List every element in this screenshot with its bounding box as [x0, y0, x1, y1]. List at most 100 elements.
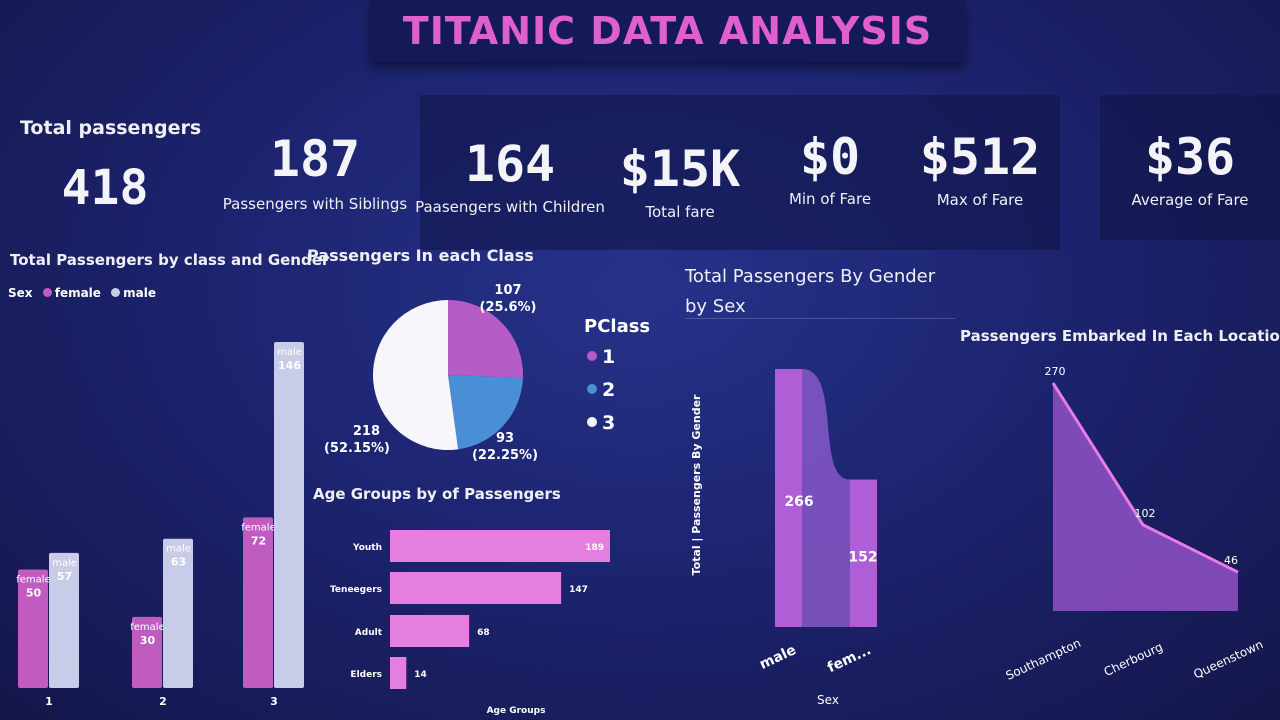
pie-legend-dot-class-1 — [587, 351, 597, 361]
kpi-total-passengers-value: 418 — [61, 160, 149, 216]
kpi-siblings-value: 187 — [269, 130, 361, 188]
gender-x-tick-female: fem... — [825, 642, 874, 676]
age-category-label-adult: Adult — [355, 628, 383, 638]
pie-slice-class-3 — [373, 300, 459, 450]
bar-label-male-class-3: male — [277, 347, 302, 358]
pie-percent-label-class-2: (22.25%) — [472, 448, 538, 463]
kpi-total-passengers-label: Total passengers — [20, 117, 202, 139]
bar-value-female-class-3: 72 — [251, 534, 266, 547]
legend-female-dot — [42, 288, 52, 297]
gender-title-divider — [685, 318, 955, 319]
bar-label-male-class-2: male — [166, 544, 191, 555]
kpi-min-fare-value: $0 — [799, 128, 861, 186]
age-bar-elders — [390, 657, 407, 689]
age-value-label-adult: 68 — [477, 628, 490, 638]
pie-value-label-class-1: 107 — [494, 283, 521, 298]
age-bar-adult — [390, 615, 470, 647]
age-value-label-youth: 189 — [585, 543, 604, 553]
age-bar-teneegers — [390, 572, 562, 604]
bar-female-class-3 — [243, 517, 273, 688]
bar-value-male-class-2: 63 — [171, 556, 186, 569]
kpi-avg-fare-value: $36 — [1144, 128, 1236, 186]
embarked-title: Passengers Embarked In Each Location — [960, 327, 1280, 345]
kpi-children-label: Paasengers with Children — [415, 198, 605, 216]
embarked-chart: 270 Southampton 102 Cherbourg 46 Queenstown — [1004, 365, 1266, 683]
age-groups-chart: Youth 189 Teneegers 147 Adult 68 Elders 14 Age G… — [330, 530, 610, 716]
pie-legend-label-class-3: 3 — [602, 412, 615, 434]
x-tick-class-3: 3 — [270, 695, 278, 708]
bar-male-class-2 — [163, 538, 193, 688]
embarked-x-tick-southampton: Southampton — [1004, 636, 1083, 683]
kpi-avg-fare-label: Average of Fare — [1131, 191, 1249, 209]
class-gender-legend: Sex female male — [8, 286, 156, 300]
age-category-label-elders: Elders — [350, 670, 382, 680]
title-banner: TITANIC DATA ANALYSIS — [370, 0, 965, 62]
gender-bar-female — [850, 479, 877, 627]
bar-male-class-3 — [274, 342, 304, 688]
age-x-axis-label: Age Groups — [487, 706, 546, 716]
class-gender-chart: female50male571female30male632female72ma… — [16, 342, 304, 708]
gender-y-axis-label: Total | Passengers By Gender — [690, 394, 703, 575]
legend-male-label: male — [123, 286, 156, 300]
pie-legend-label-class-2: 2 — [602, 379, 615, 401]
pie-slice-class-2 — [448, 375, 523, 450]
legend-male-dot — [111, 288, 121, 297]
gender-value-label-female: 152 — [848, 549, 877, 565]
gender-title-line1: Total Passengers By Gender — [685, 266, 936, 287]
kpi-children-value: 164 — [464, 135, 556, 193]
age-bar-youth — [390, 530, 610, 562]
pie-legend-title: PClass — [584, 316, 650, 337]
pie-legend-label-class-1: 1 — [602, 346, 615, 368]
gender-ribbon — [802, 369, 850, 627]
kpi-max-fare-value: $512 — [919, 128, 1041, 186]
embarked-value-label-queenstown: 46 — [1224, 554, 1238, 567]
age-groups-title: Age Groups by of Passengers — [313, 485, 561, 503]
kpi-total-fare-value: $15K — [619, 140, 741, 198]
embarked-line — [1051, 382, 1239, 574]
pie-slice-class-1 — [448, 300, 523, 378]
bar-label-female-class-1: female — [16, 575, 50, 586]
pie-legend-dot-class-2 — [587, 384, 597, 394]
kpi-min-fare-label: Min of Fare — [788, 190, 872, 208]
gender-chart: 266 male 152 fem... Sex Total | Passengers By… — [690, 369, 878, 707]
age-category-label-youth: Youth — [352, 543, 382, 553]
kpi-max-fare-label: Max of Fare — [936, 191, 1024, 209]
bar-female-class-2 — [132, 616, 162, 688]
embarked-value-label-cherbourg: 102 — [1135, 507, 1156, 520]
pie-value-label-class-2: 93 — [496, 431, 514, 446]
bar-value-female-class-2: 30 — [140, 634, 156, 647]
class-pie-title: Passengers In each Class — [307, 246, 534, 265]
gender-x-axis-label: Sex — [817, 693, 839, 707]
kpi-total-fare-label: Total fare — [645, 203, 715, 221]
bar-label-female-class-3: female — [241, 522, 275, 533]
age-value-label-teneegers: 147 — [569, 585, 588, 595]
class-gender-title: Total Passengers by class and Gender — [10, 251, 330, 269]
age-value-label-elders: 14 — [414, 670, 427, 680]
pie-value-label-class-3: 218 — [353, 424, 380, 439]
embarked-area — [1053, 383, 1238, 611]
kpi-siblings-label: Passengers with Siblings — [222, 195, 408, 213]
gender-bar-male — [775, 369, 802, 627]
embarked-x-tick-queenstown: Queenstown — [1191, 637, 1265, 681]
legend-title: Sex — [8, 286, 33, 300]
kpi-panel-center — [420, 95, 1060, 250]
age-category-label-teneegers: Teneegers — [330, 585, 382, 595]
bar-value-female-class-1: 50 — [26, 587, 42, 600]
gender-title: Total Passengers By Gender by Sex — [685, 262, 935, 322]
embarked-x-tick-cherbourg: Cherbourg — [1102, 640, 1165, 679]
bar-female-class-1 — [18, 569, 48, 688]
bar-value-male-class-3: 146 — [278, 359, 301, 372]
pie-percent-label-class-3: (52.15%) — [324, 441, 390, 456]
embarked-value-label-southampton: 270 — [1045, 365, 1066, 378]
bar-male-class-1 — [49, 552, 79, 688]
bar-value-male-class-1: 57 — [57, 570, 72, 583]
x-tick-class-1: 1 — [45, 695, 53, 708]
gender-value-label-male: 266 — [784, 494, 813, 510]
pie-percent-label-class-1: (25.6%) — [480, 300, 537, 315]
bar-label-male-class-1: male — [52, 558, 77, 569]
bar-label-female-class-2: female — [130, 622, 164, 633]
gender-x-tick-male: male — [757, 642, 799, 673]
pie-legend-dot-class-3 — [587, 417, 597, 427]
kpi-panel-right — [1100, 95, 1280, 240]
gender-title-line2: by Sex — [685, 296, 746, 317]
